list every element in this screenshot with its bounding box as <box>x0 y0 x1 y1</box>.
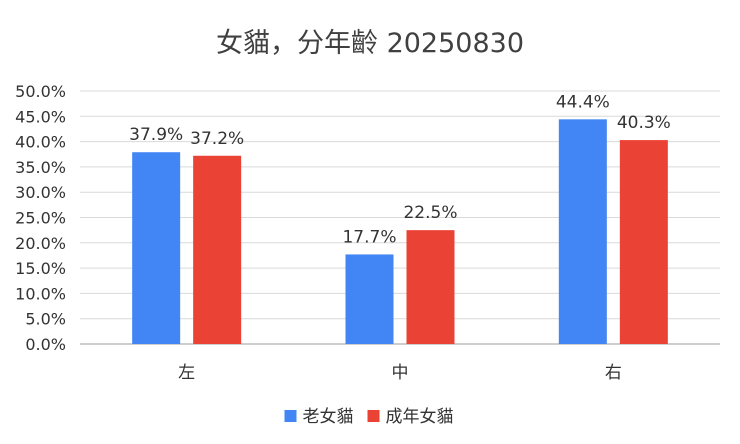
x-axis-categories: 左中右 <box>178 363 622 383</box>
legend-swatch <box>367 410 380 422</box>
data-label: 22.5% <box>403 203 457 223</box>
data-label: 17.7% <box>342 227 396 247</box>
data-label: 37.2% <box>190 129 244 149</box>
gridlines <box>80 90 720 345</box>
y-axis-ticks: 0.0% 5.0% 10.0% 15.0% 20.0% 25.0% 30.0% 35.0% 40… <box>15 82 66 354</box>
data-label: 37.9% <box>129 125 183 145</box>
y-tick-label: 50.0% <box>15 82 66 101</box>
x-category-label: 右 <box>605 363 622 383</box>
y-tick-label: 45.0% <box>15 107 66 126</box>
bar <box>558 119 607 344</box>
y-tick-label: 30.0% <box>15 183 66 202</box>
y-tick-label: 25.0% <box>15 209 66 228</box>
y-tick-label: 35.0% <box>15 158 66 177</box>
legend-label: 老女貓 <box>303 407 354 427</box>
legend: 老女貓 成年女貓 <box>284 407 454 427</box>
legend-label: 成年女貓 <box>386 407 454 427</box>
y-tick-label: 40.0% <box>15 133 66 152</box>
bar <box>193 155 242 344</box>
bar <box>345 254 394 344</box>
bar <box>619 140 668 344</box>
bar <box>132 152 181 344</box>
x-category-label: 中 <box>392 363 409 383</box>
y-tick-label: 15.0% <box>15 259 66 278</box>
y-tick-label: 5.0% <box>25 310 66 329</box>
legend-swatch <box>284 410 297 422</box>
bars <box>132 119 668 344</box>
data-label: 40.3% <box>617 113 671 133</box>
data-labels: 37.9% 37.2% 17.7% 22.5% 44.4% 40.3% <box>129 92 671 247</box>
y-tick-label: 20.0% <box>15 234 66 253</box>
chart-title: 女貓，分年齡 20250830 <box>216 28 524 59</box>
data-label: 44.4% <box>556 92 610 112</box>
bar <box>406 230 455 344</box>
y-tick-label: 10.0% <box>15 284 66 303</box>
x-category-label: 左 <box>178 363 195 383</box>
y-tick-label: 0.0% <box>25 335 66 354</box>
